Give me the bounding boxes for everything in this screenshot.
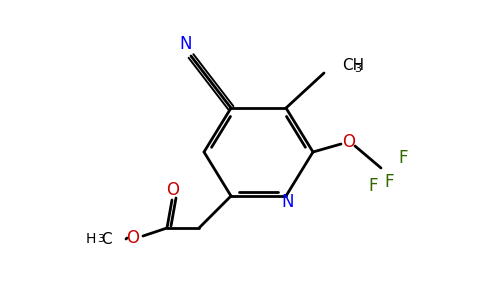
Text: CH: CH	[342, 58, 364, 73]
Text: H: H	[86, 232, 96, 246]
Text: F: F	[384, 173, 394, 191]
Text: F: F	[398, 149, 408, 167]
Text: N: N	[282, 193, 294, 211]
Text: O: O	[343, 133, 356, 151]
Text: 3: 3	[97, 234, 104, 244]
Text: O: O	[126, 229, 139, 247]
Text: 3: 3	[354, 64, 361, 74]
Text: N: N	[180, 35, 192, 53]
Text: F: F	[368, 177, 378, 195]
Text: C: C	[101, 232, 112, 247]
Text: O: O	[166, 181, 180, 199]
